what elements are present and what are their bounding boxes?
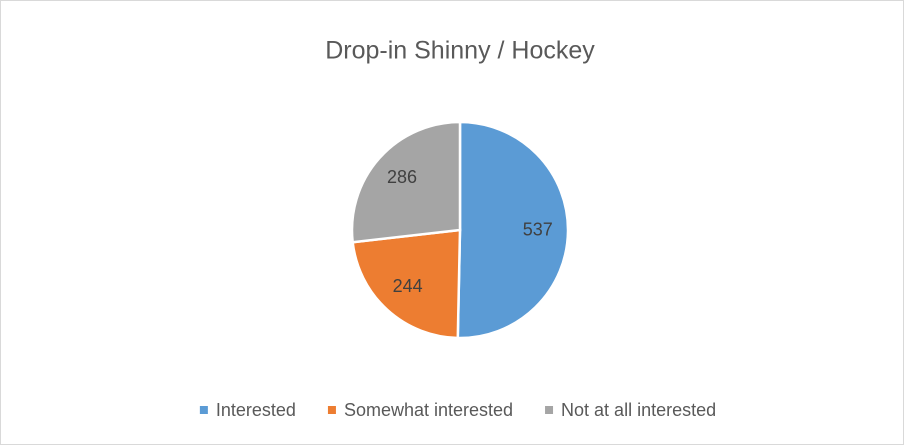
data-label: 286 [387,167,417,187]
pie-slice [456,120,570,340]
pie-slice [350,120,462,244]
legend-label: Not at all interested [561,400,716,420]
legend-label: Somewhat interested [344,400,513,420]
legend-label: Interested [216,400,296,420]
pie-slice [351,228,462,340]
legend-swatch [545,406,554,414]
chart-title: Drop-in Shinny / Hockey [325,37,595,65]
legend-swatch [199,406,208,414]
data-label: 537 [523,220,553,240]
legend-swatch [327,406,336,414]
data-label: 244 [393,276,423,296]
